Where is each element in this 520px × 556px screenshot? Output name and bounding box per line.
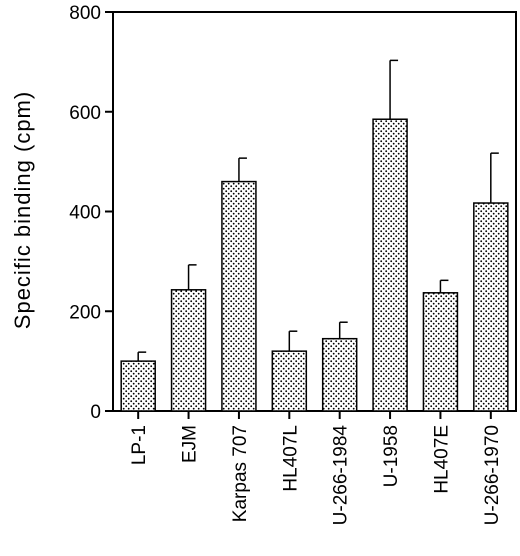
x-tick-label: U-266-1984 xyxy=(331,425,352,526)
y-axis-label: Specific binding (cpm) xyxy=(10,91,35,329)
bar-u-266-1984 xyxy=(321,337,358,412)
x-tick-label: U-266-1970 xyxy=(482,425,503,525)
x-tick-label: U-1958 xyxy=(381,425,402,487)
y-tick-label: 800 xyxy=(69,3,101,24)
bar-hl407l xyxy=(271,350,308,412)
x-tick-label: LP-1 xyxy=(129,425,150,465)
bar-ejm xyxy=(170,289,207,412)
bar-hl407e xyxy=(422,292,459,412)
y-tick-label: 600 xyxy=(69,103,101,124)
x-tick-label: HL407E xyxy=(431,425,452,494)
x-tick-label: HL407L xyxy=(280,425,301,492)
y-tick-label: 200 xyxy=(69,302,101,323)
x-tick-label: EJM xyxy=(180,425,201,463)
bar-lp-1 xyxy=(120,360,156,412)
y-tick-label: 400 xyxy=(69,203,101,224)
bar-u-1958 xyxy=(372,118,408,412)
bar-karpas-707 xyxy=(221,180,257,412)
y-tick-label: 0 xyxy=(90,402,101,423)
plot-area: 0 200 400 600 800 LP-1 EJM Karpas 707 HL407L U-26… xyxy=(69,3,517,526)
x-tick-label: Karpas 707 xyxy=(230,425,251,522)
bar-u-266-1970 xyxy=(473,202,509,412)
